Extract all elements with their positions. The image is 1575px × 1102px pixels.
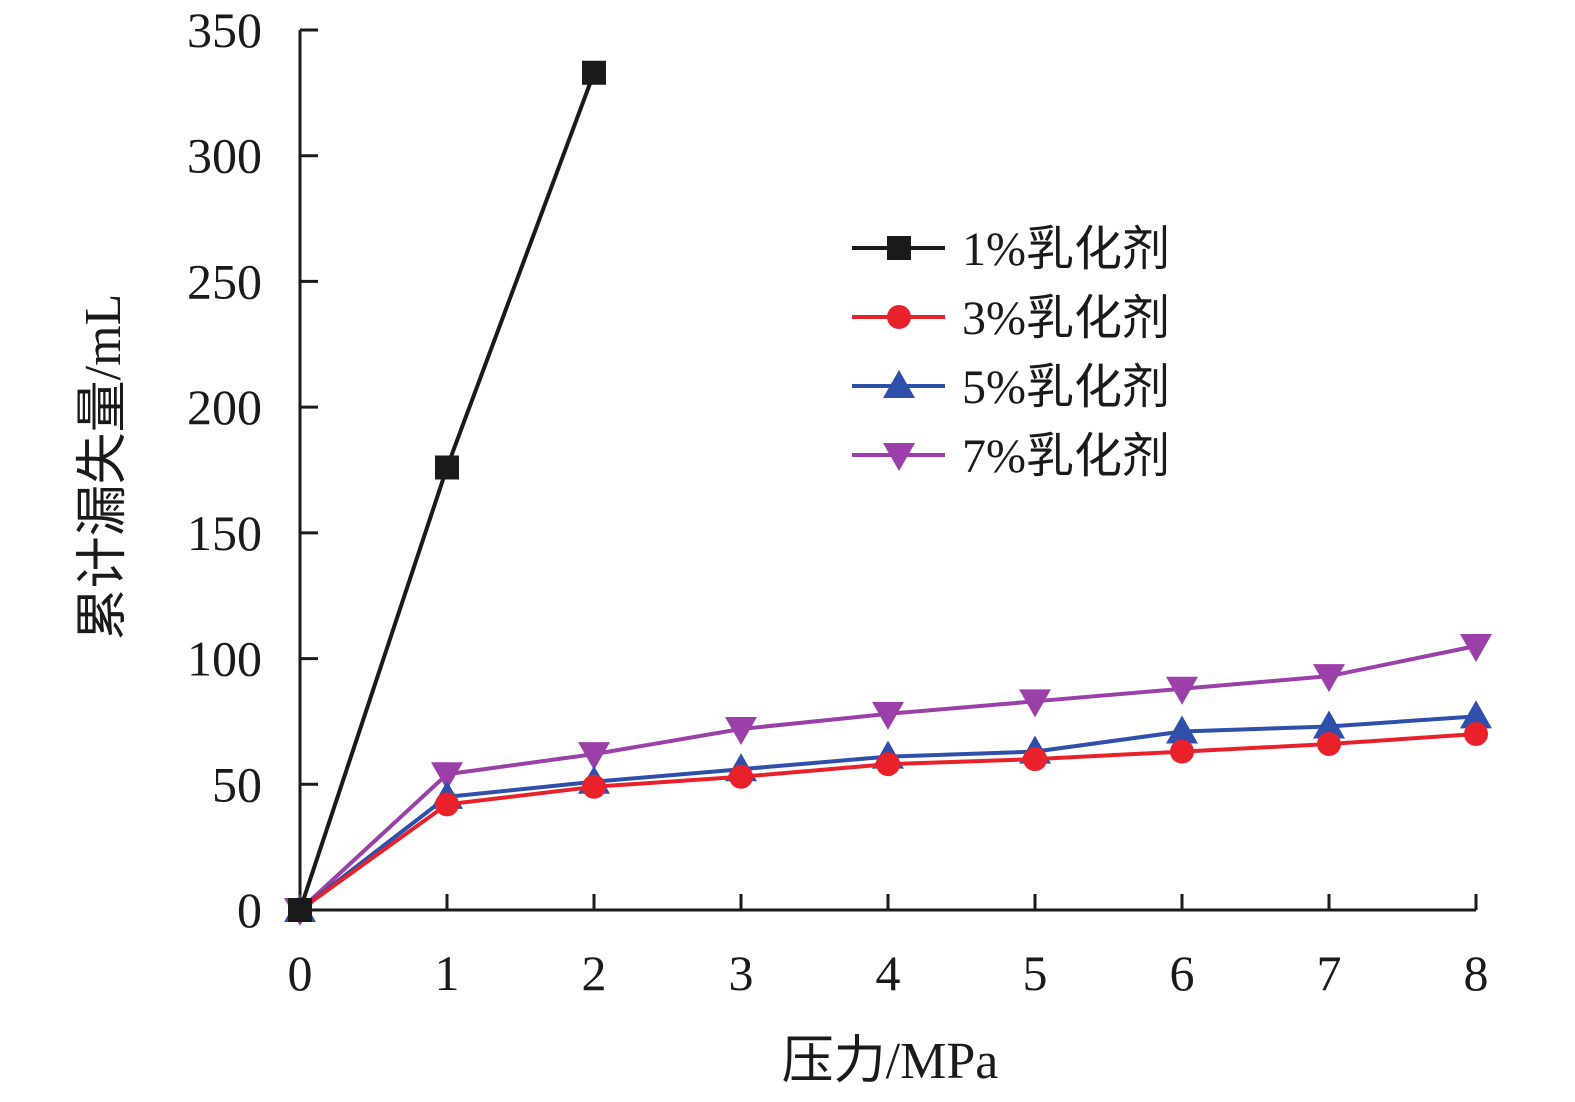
series bbox=[284, 634, 1492, 926]
series bbox=[288, 722, 1488, 922]
series-layer bbox=[284, 60, 1492, 926]
y-tick-label: 50 bbox=[212, 756, 262, 812]
legend-swatch-marker bbox=[887, 236, 911, 260]
data-point bbox=[1313, 664, 1345, 693]
legend-swatch-marker bbox=[883, 443, 915, 471]
legend-label: 1%乳化剂 bbox=[962, 223, 1170, 276]
x-tick-label: 8 bbox=[1464, 945, 1489, 1001]
legend-item: 1%乳化剂 bbox=[852, 223, 1170, 276]
data-point bbox=[729, 764, 753, 789]
data-point bbox=[1019, 689, 1051, 718]
series bbox=[284, 700, 1492, 922]
data-point bbox=[1170, 739, 1194, 764]
y-tick-label: 0 bbox=[237, 882, 262, 938]
y-tick-label: 300 bbox=[187, 128, 262, 184]
data-point bbox=[582, 60, 606, 85]
axes: 0 50 100 150 200 250 300 350 0 1 2 3 4 5 6 7 8 bbox=[187, 2, 1489, 1001]
legend-label: 3%乳化剂 bbox=[962, 292, 1170, 345]
y-tick-label: 100 bbox=[187, 631, 262, 687]
legend-label: 7%乳化剂 bbox=[962, 430, 1170, 483]
y-axis-title: 累计漏失量/mL bbox=[75, 294, 132, 641]
legend-item: 3%乳化剂 bbox=[852, 292, 1170, 345]
data-point bbox=[435, 792, 459, 817]
data-point bbox=[1464, 722, 1488, 746]
x-tick-label: 3 bbox=[729, 945, 754, 1001]
data-point bbox=[1023, 747, 1047, 772]
x-axis-title: 压力/MPa bbox=[782, 1033, 999, 1090]
data-point bbox=[1313, 710, 1345, 739]
x-tick-label: 2 bbox=[582, 945, 607, 1001]
legend-swatch-marker bbox=[883, 370, 915, 398]
series bbox=[288, 60, 606, 922]
legend: 1%乳化剂 3%乳化剂 5%乳化剂 7%乳化剂 bbox=[852, 223, 1170, 483]
y-tick-label: 350 bbox=[187, 2, 262, 58]
data-point bbox=[1166, 715, 1198, 744]
series-line bbox=[298, 644, 1477, 912]
data-point bbox=[1166, 676, 1198, 705]
data-point bbox=[288, 898, 312, 922]
legend-item: 7%乳化剂 bbox=[852, 430, 1170, 483]
data-point bbox=[431, 762, 463, 791]
legend-label: 5%乳化剂 bbox=[962, 361, 1170, 414]
x-tick-label: 1 bbox=[435, 945, 460, 1001]
x-tick-label: 0 bbox=[288, 945, 313, 1001]
data-point bbox=[1460, 700, 1492, 729]
x-tick-label: 6 bbox=[1170, 945, 1195, 1001]
data-point bbox=[725, 716, 757, 745]
data-point bbox=[435, 455, 459, 480]
y-tick-label: 200 bbox=[187, 379, 262, 435]
data-point bbox=[578, 742, 610, 771]
y-tick-label: 150 bbox=[187, 505, 262, 561]
data-point bbox=[872, 701, 904, 730]
legend-swatch-marker bbox=[887, 305, 911, 329]
data-point bbox=[876, 752, 900, 777]
data-point bbox=[1460, 634, 1492, 662]
data-point bbox=[1317, 732, 1341, 757]
data-point bbox=[582, 774, 606, 799]
x-tick-label: 4 bbox=[876, 945, 901, 1001]
legend-item: 5%乳化剂 bbox=[852, 361, 1170, 414]
x-tick-label: 5 bbox=[1023, 945, 1048, 1001]
x-tick-label: 7 bbox=[1317, 945, 1342, 1001]
y-tick-label: 250 bbox=[187, 253, 262, 309]
